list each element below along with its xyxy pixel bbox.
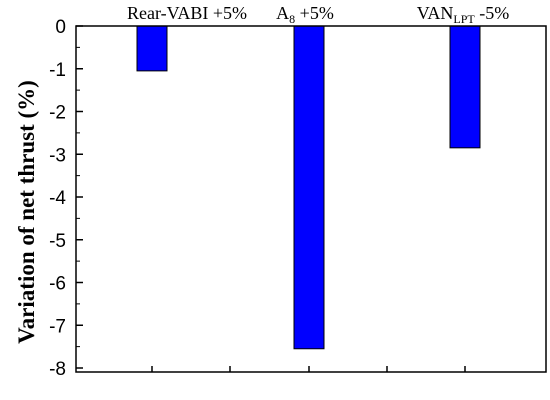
y-tick-label-2: -2	[49, 103, 66, 124]
plot-area: 0 -1 -2 -3 -4 -5 -6 -7 -8 Rear-VABI +5% A8 +5% VANL…	[49, 3, 547, 380]
y-tick-label-0: 0	[55, 17, 66, 38]
y-tick-label-3: -3	[49, 145, 66, 166]
y-tick-label-4: -4	[49, 188, 66, 209]
bar-3	[449, 25, 481, 149]
category-label-3: VANLPT -5%	[417, 3, 510, 26]
y-tick-label-6: -6	[49, 274, 66, 295]
category-label-1: Rear-VABI +5%	[127, 3, 247, 23]
y-tick-label-8: -8	[49, 359, 66, 380]
y-axis-label: Variation of net thrust (%)	[14, 80, 39, 344]
bar-2	[293, 25, 325, 350]
y-tick-label-7: -7	[49, 316, 66, 337]
y-tick-label-1: -1	[49, 60, 66, 81]
category-label-2: A8 +5%	[276, 3, 334, 26]
plot-frame	[75, 25, 547, 373]
bar-1	[136, 25, 168, 72]
y-tick-label-5: -5	[49, 231, 66, 252]
